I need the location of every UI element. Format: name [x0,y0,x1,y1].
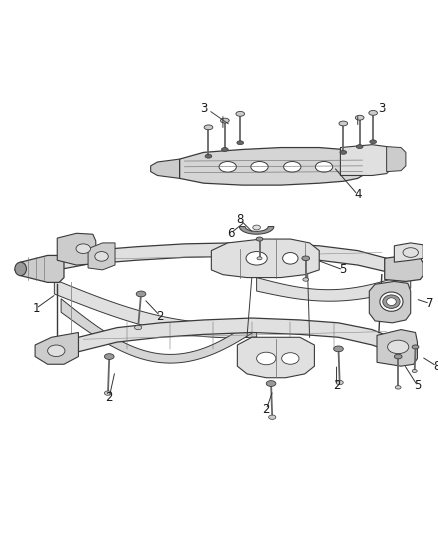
Ellipse shape [266,381,276,386]
Ellipse shape [412,369,417,373]
Ellipse shape [336,381,343,385]
Ellipse shape [315,161,333,172]
Ellipse shape [302,256,310,261]
Polygon shape [15,255,64,282]
Ellipse shape [104,354,114,359]
Text: 2: 2 [106,391,113,403]
Polygon shape [151,159,180,179]
Polygon shape [257,273,411,301]
Ellipse shape [253,225,261,230]
Text: 3: 3 [200,102,207,115]
Ellipse shape [283,161,301,172]
Polygon shape [61,299,254,363]
Ellipse shape [303,278,309,281]
Ellipse shape [48,345,65,357]
Polygon shape [385,255,423,281]
Ellipse shape [136,291,146,297]
Polygon shape [340,144,392,175]
Text: 1: 1 [32,302,40,315]
Ellipse shape [396,386,401,389]
Polygon shape [394,243,423,262]
Polygon shape [387,147,406,172]
Ellipse shape [268,415,276,419]
Ellipse shape [380,292,403,311]
Text: 8: 8 [237,213,244,227]
Polygon shape [35,333,78,364]
Ellipse shape [246,252,267,265]
Ellipse shape [134,325,142,330]
Ellipse shape [95,252,108,261]
Ellipse shape [383,295,400,309]
Polygon shape [377,329,417,366]
Ellipse shape [356,144,363,149]
Ellipse shape [388,340,409,354]
Ellipse shape [340,150,346,154]
Ellipse shape [104,391,112,395]
Text: 2: 2 [156,310,164,322]
Polygon shape [57,233,96,265]
Ellipse shape [283,253,298,264]
Ellipse shape [256,237,263,241]
Text: 6: 6 [227,227,234,240]
Ellipse shape [355,115,364,120]
Polygon shape [237,337,314,378]
Polygon shape [78,318,392,352]
Text: 2: 2 [333,379,340,392]
Ellipse shape [237,141,244,144]
Ellipse shape [334,346,343,352]
Ellipse shape [403,248,418,257]
Ellipse shape [257,352,276,365]
Ellipse shape [257,257,262,260]
Polygon shape [88,243,115,270]
Polygon shape [54,279,257,338]
Text: 4: 4 [354,188,361,201]
Text: 3: 3 [378,102,385,115]
Ellipse shape [236,111,244,116]
Ellipse shape [251,161,268,172]
Ellipse shape [204,125,213,130]
Text: 8: 8 [433,360,438,373]
Ellipse shape [370,140,377,144]
Ellipse shape [219,161,237,172]
Polygon shape [48,243,387,272]
Text: 7: 7 [426,297,434,310]
Ellipse shape [282,353,299,364]
Polygon shape [212,239,319,278]
Ellipse shape [369,110,378,115]
Ellipse shape [394,354,402,359]
Polygon shape [369,281,411,323]
Ellipse shape [76,244,91,254]
Text: 5: 5 [414,379,421,392]
Ellipse shape [220,118,229,123]
Polygon shape [180,148,363,185]
Ellipse shape [15,262,26,276]
Ellipse shape [222,148,228,151]
Text: 2: 2 [262,403,270,416]
Ellipse shape [387,298,396,305]
Text: 5: 5 [339,263,347,277]
Ellipse shape [412,345,419,349]
Ellipse shape [205,154,212,158]
Polygon shape [239,227,274,234]
Ellipse shape [339,121,348,126]
